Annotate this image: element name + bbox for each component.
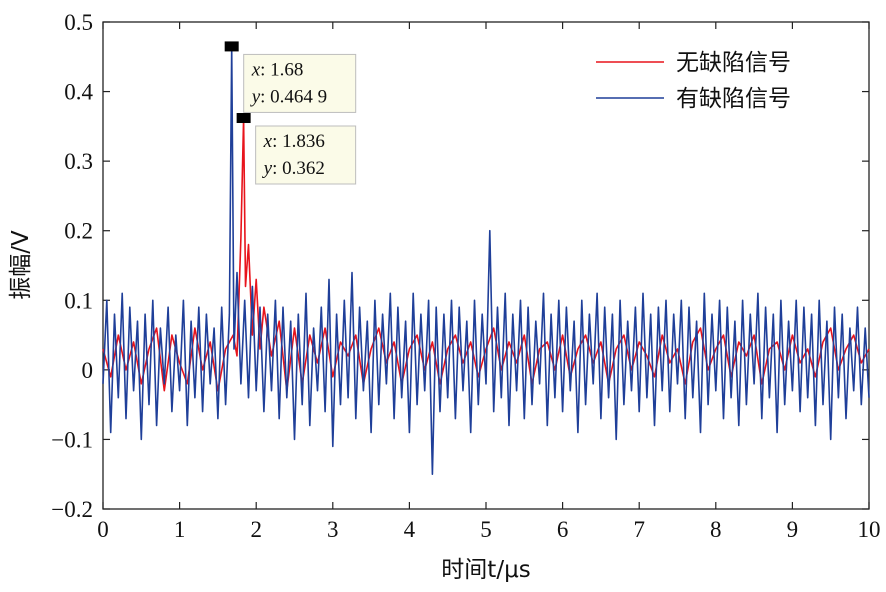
data-tip-marker (224, 41, 239, 52)
data-tip: x: 1.836 y: 0.362 (236, 113, 357, 185)
x-tick-label: 8 (710, 517, 722, 542)
y-tick-label: −0.2 (51, 497, 93, 522)
y-tick-label: 0.5 (64, 10, 93, 35)
y-axis-label: 振幅/V (8, 230, 34, 300)
y-tick-label: 0.2 (64, 219, 93, 244)
y-tick-label: −0.1 (51, 427, 93, 452)
x-tick-label: 5 (480, 517, 492, 542)
x-tick-label: 0 (97, 517, 109, 542)
axis-ticks: 0 1 2 3 4 5 6 7 8 9 10 −0.2 −0.1 0 0.1 0.2 0.3 0.4 0.5 (51, 10, 880, 542)
y-tick-label: 0.1 (64, 288, 93, 313)
data-tip: x: 1.68 y: 0.464 9 (224, 41, 357, 113)
y-tick-label: 0.3 (64, 149, 93, 174)
x-tick-label: 1 (174, 517, 186, 542)
annotations: x: 1.68 y: 0.464 9 x: 1.836 y: 0.362 (224, 41, 357, 185)
data-tip-y: y: 0.464 9 (250, 86, 327, 107)
y-tick-label: 0.4 (64, 80, 93, 105)
x-tick-label: 7 (633, 517, 645, 542)
series-line-1 (102, 117, 870, 392)
x-tick-label: 4 (404, 517, 416, 542)
data-tip-y: y: 0.362 (262, 158, 325, 179)
data-tip-x: x: 1.68 (251, 59, 304, 80)
legend-label: 无缺陷信号 (676, 50, 791, 76)
data-tip-box (255, 125, 357, 185)
x-tick-label: 9 (787, 517, 799, 542)
data-tip-box (243, 53, 357, 113)
x-axis-label: 时间t/μs (441, 557, 530, 583)
x-tick-label: 6 (557, 517, 569, 542)
legend-label: 有缺陷信号 (676, 86, 791, 112)
data-tip-marker (236, 113, 251, 124)
data-tip-x: x: 1.836 (263, 131, 325, 152)
x-tick-label: 2 (250, 517, 262, 542)
series-line-2 (102, 45, 870, 475)
series-layer (102, 45, 870, 475)
x-tick-label: 3 (327, 517, 339, 542)
x-tick-label: 10 (858, 517, 881, 542)
y-tick-label: 0 (82, 358, 94, 383)
